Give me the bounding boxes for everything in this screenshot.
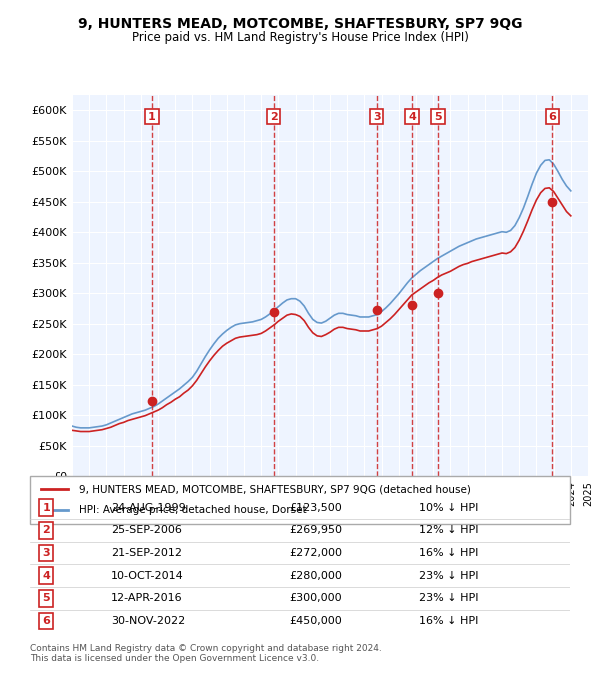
Text: 9, HUNTERS MEAD, MOTCOMBE, SHAFTESBURY, SP7 9QG: 9, HUNTERS MEAD, MOTCOMBE, SHAFTESBURY, …: [78, 17, 522, 31]
Text: HPI: Average price, detached house, Dorset: HPI: Average price, detached house, Dors…: [79, 505, 306, 515]
Text: Price paid vs. HM Land Registry's House Price Index (HPI): Price paid vs. HM Land Registry's House …: [131, 31, 469, 44]
Text: 16% ↓ HPI: 16% ↓ HPI: [419, 548, 478, 558]
Text: 6: 6: [548, 112, 556, 122]
Text: 21-SEP-2012: 21-SEP-2012: [111, 548, 182, 558]
Text: £450,000: £450,000: [289, 616, 342, 626]
Text: 3: 3: [43, 548, 50, 558]
Text: Contains HM Land Registry data © Crown copyright and database right 2024.
This d: Contains HM Land Registry data © Crown c…: [30, 643, 382, 663]
Text: 10-OCT-2014: 10-OCT-2014: [111, 571, 184, 581]
Text: 9, HUNTERS MEAD, MOTCOMBE, SHAFTESBURY, SP7 9QG (detached house): 9, HUNTERS MEAD, MOTCOMBE, SHAFTESBURY, …: [79, 484, 470, 494]
Text: 16% ↓ HPI: 16% ↓ HPI: [419, 616, 478, 626]
Text: 23% ↓ HPI: 23% ↓ HPI: [419, 571, 478, 581]
Text: 4: 4: [42, 571, 50, 581]
Text: 1: 1: [43, 503, 50, 513]
Text: £300,000: £300,000: [289, 594, 342, 603]
Text: 1: 1: [148, 112, 156, 122]
Text: 24-AUG-1999: 24-AUG-1999: [111, 503, 186, 513]
Text: 12-APR-2016: 12-APR-2016: [111, 594, 182, 603]
Text: 10% ↓ HPI: 10% ↓ HPI: [419, 503, 478, 513]
Text: 2: 2: [43, 526, 50, 535]
Text: 5: 5: [43, 594, 50, 603]
Text: 3: 3: [373, 112, 380, 122]
Text: 4: 4: [408, 112, 416, 122]
Text: 6: 6: [42, 616, 50, 626]
Text: £269,950: £269,950: [289, 526, 342, 535]
Text: £272,000: £272,000: [289, 548, 342, 558]
Text: 30-NOV-2022: 30-NOV-2022: [111, 616, 185, 626]
Text: 23% ↓ HPI: 23% ↓ HPI: [419, 594, 478, 603]
Text: 25-SEP-2006: 25-SEP-2006: [111, 526, 182, 535]
FancyBboxPatch shape: [30, 476, 570, 524]
Text: 2: 2: [270, 112, 278, 122]
Text: 5: 5: [434, 112, 442, 122]
Text: £123,500: £123,500: [289, 503, 342, 513]
Text: £280,000: £280,000: [289, 571, 342, 581]
Text: 12% ↓ HPI: 12% ↓ HPI: [419, 526, 478, 535]
